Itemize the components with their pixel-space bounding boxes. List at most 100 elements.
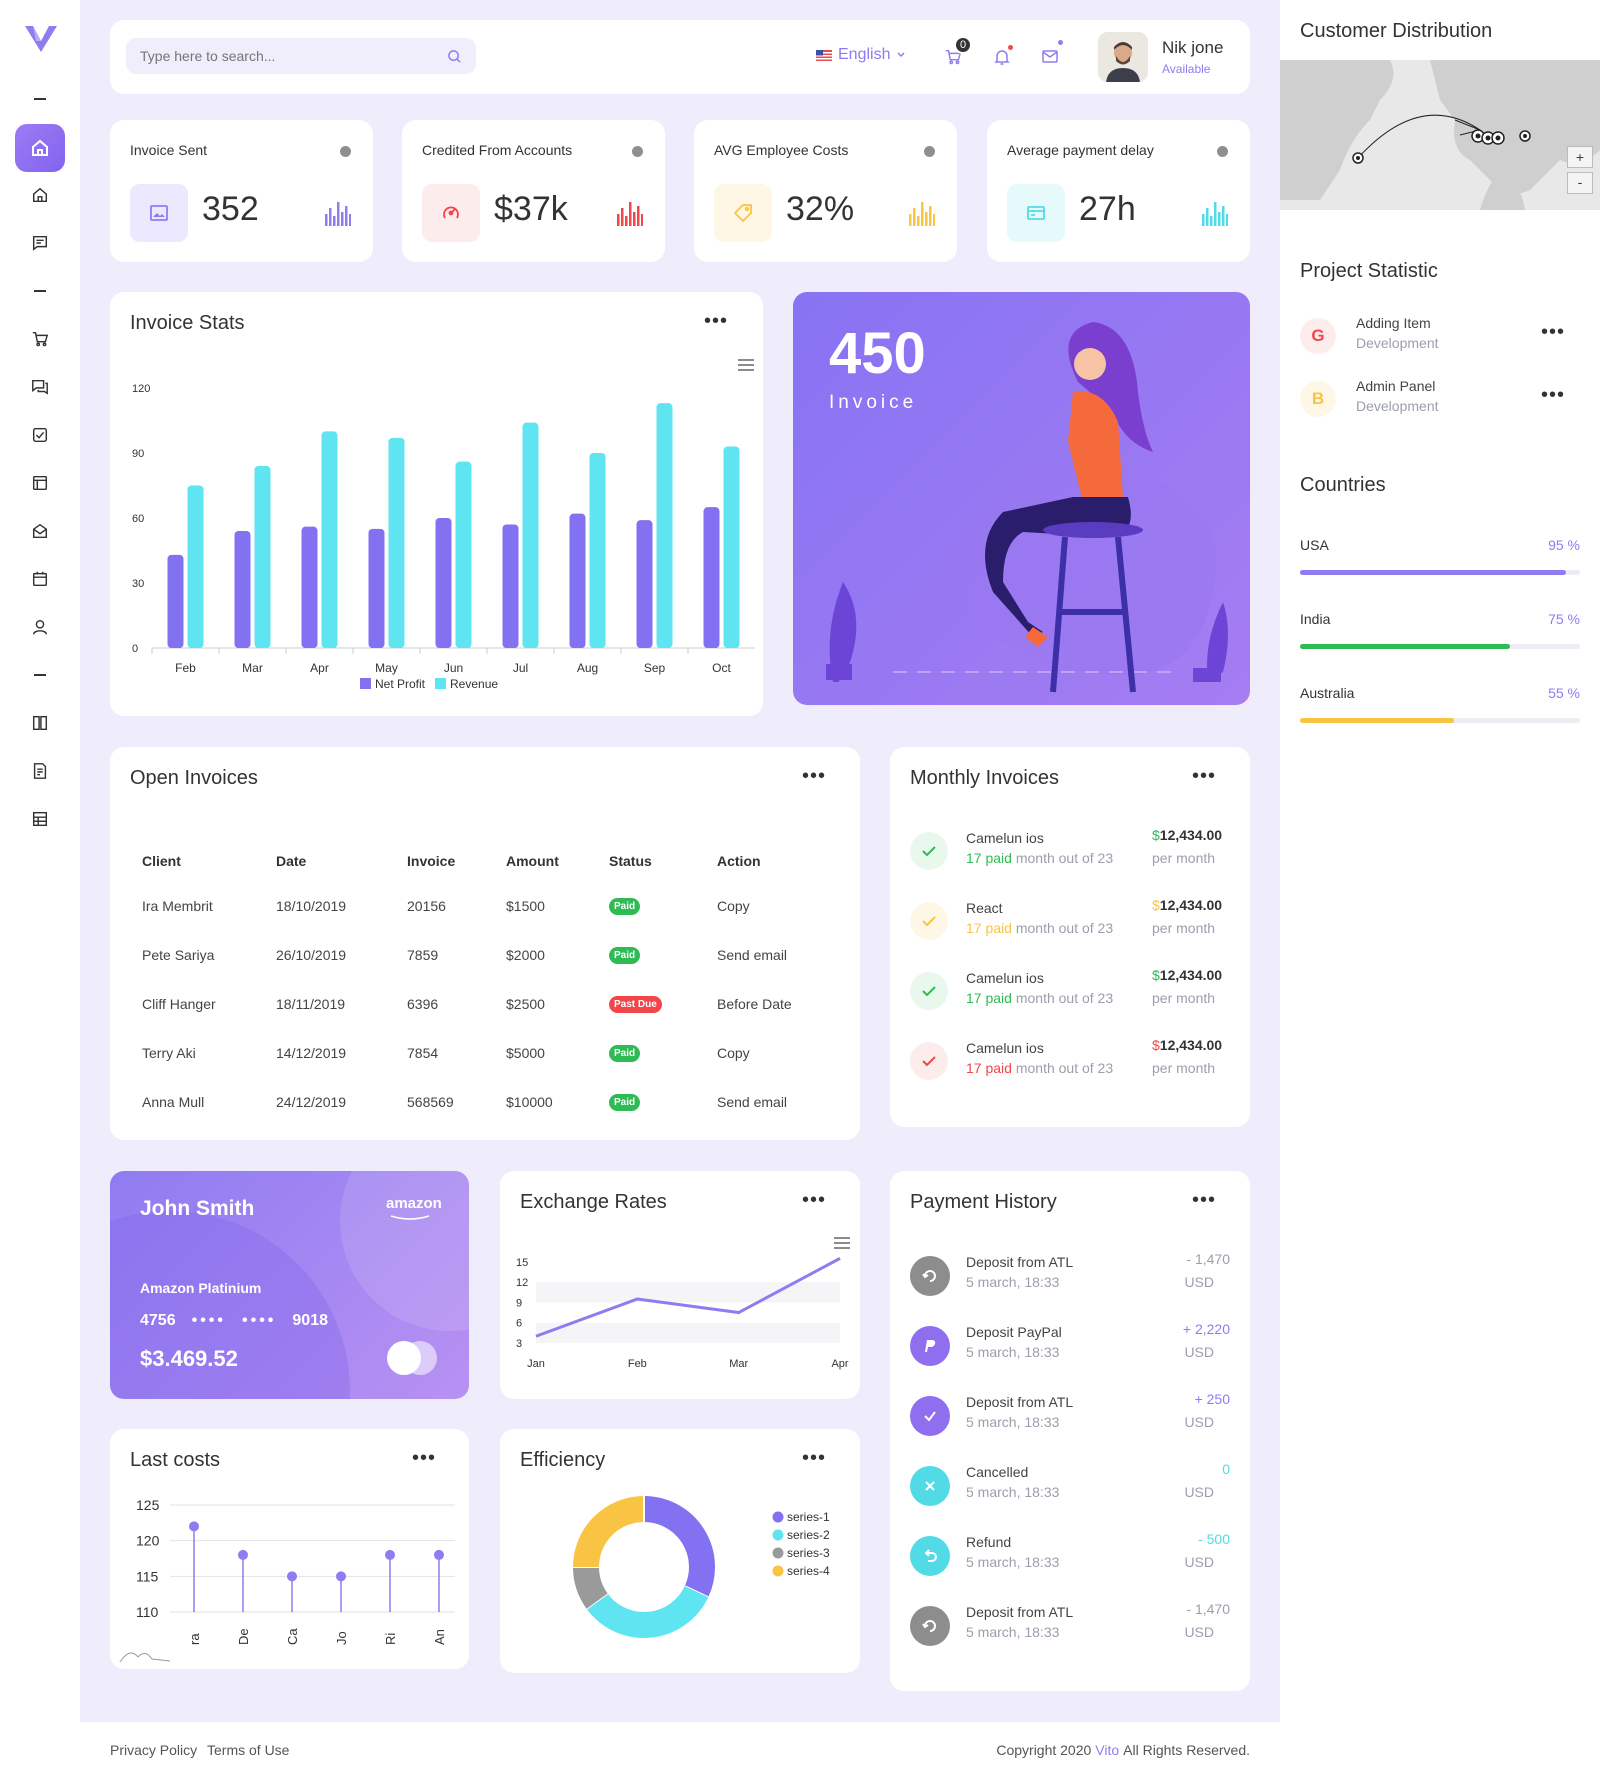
world-map[interactable]: + - <box>1280 60 1600 210</box>
bar-revenue[interactable] <box>187 485 204 649</box>
sidebar-item-calendar[interactable] <box>28 567 52 591</box>
sidebar-item-docs[interactable] <box>28 711 52 735</box>
bar-revenue[interactable] <box>522 422 539 648</box>
legend-label[interactable]: series-2 <box>787 1528 830 1542</box>
more-options-button[interactable]: ••• <box>802 765 827 787</box>
search-bar[interactable] <box>126 38 476 74</box>
action-link[interactable]: Copy <box>717 1044 750 1061</box>
notification-dot <box>1008 45 1013 50</box>
info-icon[interactable] <box>340 146 351 157</box>
logo[interactable] <box>24 24 58 54</box>
cell-text: Cliff Hanger <box>142 995 216 1012</box>
action-link[interactable]: Send email <box>717 946 788 963</box>
donut-slice-series-4[interactable] <box>573 1496 645 1568</box>
donut-slice-series-3[interactable] <box>573 1566 608 1609</box>
table-row[interactable]: Ira Membrit 18/10/2019 20156 $1500 Paid Copy <box>142 881 827 930</box>
sidebar-item-tables[interactable] <box>28 807 52 831</box>
bar-revenue[interactable] <box>589 453 606 648</box>
more-options-button[interactable]: ••• <box>1541 321 1566 343</box>
table-row[interactable]: Anna Mull 24/12/2019 568569 $10000 Paid Send … <box>142 1077 827 1126</box>
action-link[interactable]: Before Date <box>717 995 792 1012</box>
cart-button[interactable]: 0 <box>944 36 972 71</box>
cell-text: Pete Sariya <box>142 946 215 963</box>
lollipop-point[interactable] <box>434 1549 444 1560</box>
table-cell[interactable]: Send email <box>717 1077 827 1126</box>
table-row[interactable]: Pete Sariya 26/10/2019 7859 $2000 Paid Send e… <box>142 930 827 979</box>
table-cell[interactable]: Copy <box>717 881 827 930</box>
info-icon[interactable] <box>1217 146 1228 157</box>
sidebar-item-mail[interactable] <box>28 519 52 543</box>
sidebar-item-cart[interactable] <box>28 327 52 351</box>
search-icon[interactable] <box>447 49 462 64</box>
sidebar-item-home[interactable] <box>28 183 52 207</box>
zoom-in-button[interactable]: + <box>1567 146 1593 168</box>
avatar[interactable] <box>1098 32 1148 82</box>
legend-label[interactable]: series-1 <box>787 1510 830 1524</box>
sidebar-item-layout[interactable] <box>28 471 52 495</box>
bar-revenue[interactable] <box>455 461 472 648</box>
hamburger-menu-icon[interactable] <box>834 1237 850 1249</box>
brand-link[interactable]: Vito <box>1095 1742 1120 1758</box>
more-options-button[interactable]: ••• <box>1192 1189 1217 1211</box>
bar-revenue[interactable] <box>321 431 338 648</box>
credit-card[interactable]: John Smith amazon Amazon Platinium 4756 … <box>110 1171 469 1399</box>
brush-navigator[interactable] <box>119 1652 171 1663</box>
sidebar-item-forms[interactable] <box>28 759 52 783</box>
notifications-button[interactable] <box>994 45 1013 71</box>
info-icon[interactable] <box>924 146 935 157</box>
bar-net-profit[interactable] <box>301 526 318 648</box>
lollipop-point[interactable] <box>336 1571 346 1582</box>
action-link[interactable]: Send email <box>717 1093 788 1110</box>
terms-link[interactable]: Terms of Use <box>207 1742 290 1758</box>
privacy-policy-link[interactable]: Privacy Policy <box>110 1742 198 1758</box>
bar-net-profit[interactable] <box>435 518 452 648</box>
bar-net-profit[interactable] <box>368 528 385 648</box>
table-cell[interactable]: Copy <box>717 1028 827 1077</box>
bar-net-profit[interactable] <box>569 513 586 648</box>
sidebar-item-user[interactable] <box>28 615 52 639</box>
zoom-out-button[interactable]: - <box>1567 172 1593 194</box>
exchange-line[interactable] <box>535 1257 841 1338</box>
bar-net-profit[interactable] <box>234 531 251 648</box>
more-options-button[interactable]: ••• <box>1541 384 1566 406</box>
donut-slice-series-2[interactable] <box>586 1585 709 1638</box>
table-cell[interactable]: Send email <box>717 930 827 979</box>
bar-net-profit[interactable] <box>502 524 519 649</box>
language-selector[interactable]: English <box>816 46 906 64</box>
bar-net-profit[interactable] <box>167 554 184 648</box>
currency-symbol: $ <box>1152 1037 1160 1053</box>
bar-revenue[interactable] <box>388 437 405 648</box>
hamburger-menu-icon[interactable] <box>738 359 754 371</box>
sidebar-item-chat[interactable] <box>28 375 52 399</box>
bar-revenue[interactable] <box>656 403 673 648</box>
sidebar-item-dashboard[interactable] <box>15 124 65 172</box>
card-number-mask: •••• <box>242 1312 277 1329</box>
table-row[interactable]: Cliff Hanger 18/11/2019 6396 $2500 Past Due B… <box>142 979 827 1028</box>
bar-net-profit[interactable] <box>703 507 720 648</box>
messages-button[interactable] <box>1042 40 1063 68</box>
table-row[interactable]: Terry Aki 14/12/2019 7854 $5000 Paid Copy <box>142 1028 827 1077</box>
lollipop-point[interactable] <box>238 1549 248 1560</box>
donut-slice-series-1[interactable] <box>643 1496 715 1598</box>
invoice-name: Camelun ios <box>966 1040 1044 1056</box>
more-options-button[interactable]: ••• <box>1192 765 1217 787</box>
legend-label[interactable]: series-3 <box>787 1546 830 1560</box>
legend-label[interactable]: Revenue <box>450 677 498 691</box>
legend-label[interactable]: series-4 <box>787 1564 830 1578</box>
lollipop-point[interactable] <box>287 1571 297 1582</box>
action-link[interactable]: Copy <box>717 897 750 914</box>
stat-card-payment-delay: Average payment delay 27h <box>987 120 1250 262</box>
x-tick-label: Jan <box>527 1358 545 1370</box>
payment-type-icon <box>910 1256 950 1296</box>
sidebar-item-tasks[interactable] <box>28 423 52 447</box>
bar-revenue[interactable] <box>254 466 271 648</box>
legend-label[interactable]: Net Profit <box>375 677 426 691</box>
lollipop-point[interactable] <box>385 1549 395 1560</box>
search-input[interactable] <box>140 38 430 74</box>
lollipop-point[interactable] <box>189 1521 199 1532</box>
bar-revenue[interactable] <box>723 446 740 649</box>
sidebar-item-messages[interactable] <box>28 231 52 255</box>
table-cell[interactable]: Before Date <box>717 979 827 1028</box>
info-icon[interactable] <box>632 146 643 157</box>
bar-net-profit[interactable] <box>636 520 653 648</box>
